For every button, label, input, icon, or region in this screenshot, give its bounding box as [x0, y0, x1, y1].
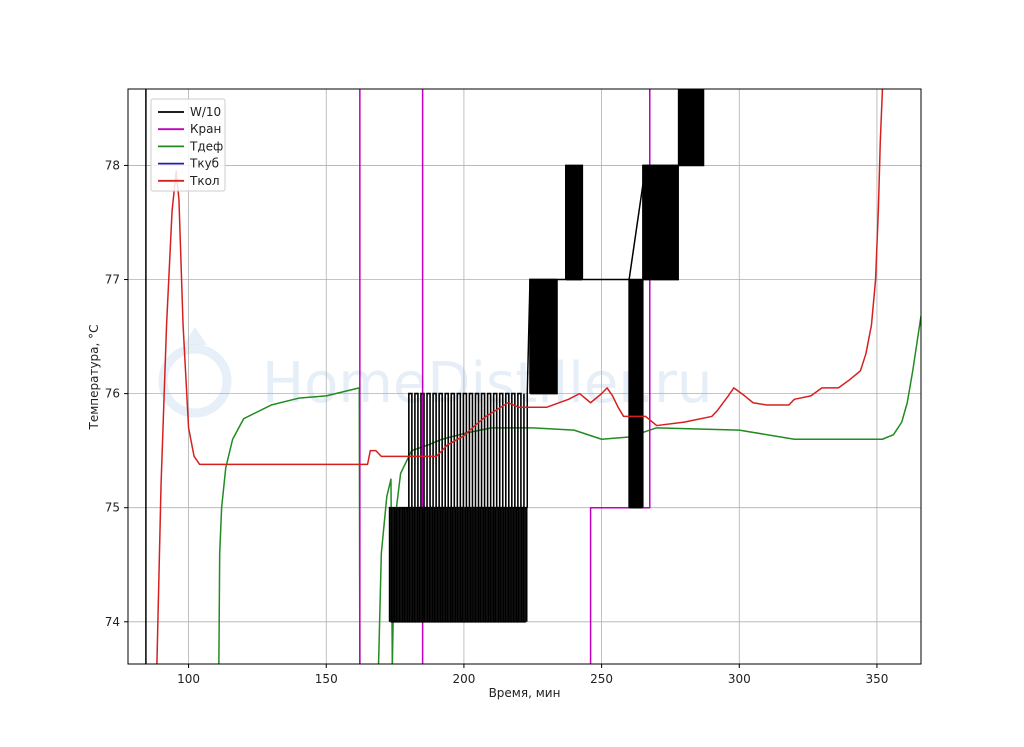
- x-tick-label: 150: [315, 672, 338, 686]
- plot-area: [145, 89, 921, 664]
- legend-label: Кран: [190, 122, 221, 136]
- series-oscillation: [565, 164, 584, 281]
- series-oscillation: [677, 89, 705, 167]
- series-group: [145, 89, 921, 664]
- y-tick-label: 75: [105, 501, 120, 515]
- legend-label: Ткол: [189, 174, 220, 188]
- series-oscillation: [408, 392, 525, 509]
- series-oscillation: [388, 506, 528, 623]
- series-line: [218, 387, 361, 664]
- series-ткол: [156, 89, 884, 664]
- legend-label: Ткуб: [189, 157, 219, 171]
- y-tick-label: 78: [105, 158, 120, 172]
- x-tick-label: 100: [177, 672, 200, 686]
- legend-label: W/10: [190, 105, 221, 119]
- series-line: [391, 315, 921, 664]
- legend: W/10 Кран Тдеф Ткуб Ткол: [150, 98, 226, 192]
- series-line: [156, 89, 884, 664]
- legend-box: [150, 98, 226, 192]
- x-axis-label: Время, мин: [489, 686, 561, 700]
- legend-label: Тдеф: [189, 139, 223, 153]
- x-tick-label: 250: [590, 672, 613, 686]
- series-oscillation: [642, 164, 679, 281]
- series-oscillation: [628, 278, 644, 509]
- y-tick-label: 76: [105, 387, 120, 401]
- plot-frame: [127, 88, 922, 665]
- series-line: [589, 89, 651, 664]
- y-tick-label: 74: [105, 615, 120, 629]
- x-tick-label: 350: [865, 672, 888, 686]
- y-axis-label: Температура, °C: [87, 324, 101, 430]
- x-tick-label: 300: [728, 672, 751, 686]
- series-oscillation: [529, 278, 558, 395]
- series-w-10: [145, 89, 705, 664]
- x-tick-label: 200: [452, 672, 475, 686]
- axis-ticks: 100 150 200 250 300 350 74 75 76 77 78: [105, 158, 889, 686]
- y-tick-label: 77: [105, 273, 120, 287]
- watermark-logo-icon: [158, 327, 232, 418]
